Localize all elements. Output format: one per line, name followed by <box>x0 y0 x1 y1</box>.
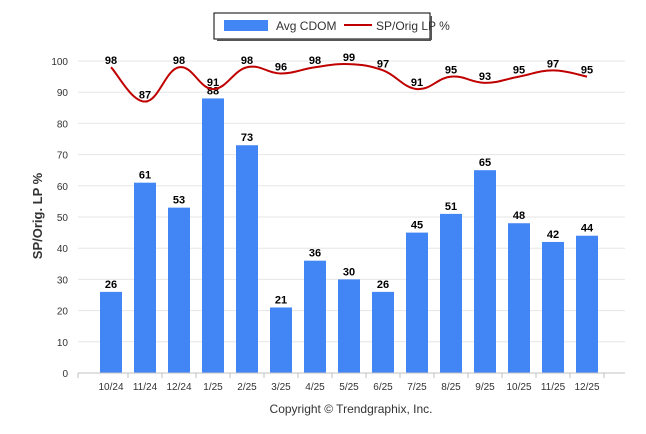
y-tick-label: 40 <box>57 244 69 255</box>
bar-value-label: 42 <box>547 229 559 241</box>
bar[interactable] <box>474 170 496 373</box>
x-tick-label: 3/25 <box>271 382 291 393</box>
line-series <box>110 62 588 103</box>
bar[interactable] <box>576 235 598 373</box>
x-tick-label: 8/25 <box>441 382 461 393</box>
x-tick-label: 11/25 <box>541 382 566 393</box>
line-value-label: 95 <box>581 65 593 77</box>
bar[interactable] <box>542 241 564 373</box>
line-value-label: 98 <box>309 55 321 67</box>
bar[interactable] <box>304 260 326 373</box>
y-axis-ticks: 0 10 20 30 40 50 60 70 80 90 100 <box>51 57 68 380</box>
bar[interactable] <box>236 145 258 373</box>
line-value-label: 95 <box>445 65 457 77</box>
bar-value-label: 44 <box>581 223 594 235</box>
bar-value-label: 36 <box>309 248 321 260</box>
y-tick-label: 100 <box>51 57 68 68</box>
bar[interactable] <box>100 291 122 373</box>
line-value-label: 98 <box>105 55 117 67</box>
bar[interactable] <box>270 307 292 373</box>
line-path[interactable] <box>110 62 588 103</box>
bar-value-label: 73 <box>241 132 253 144</box>
legend-label-line[interactable]: SP/Orig LP % <box>376 19 450 33</box>
bar-value-label: 26 <box>105 279 117 291</box>
x-tick-label: 10/24 <box>98 382 123 393</box>
line-value-label: 98 <box>173 55 185 67</box>
x-tick-label: 11/24 <box>133 382 158 393</box>
bar-value-label: 51 <box>445 201 457 213</box>
y-tick-label: 90 <box>57 88 69 99</box>
y-tick-label: 80 <box>57 119 69 130</box>
bar-series <box>100 98 598 373</box>
line-value-label: 91 <box>411 77 423 89</box>
x-tick-label: 12/24 <box>166 382 191 393</box>
y-tick-label: 10 <box>57 338 69 349</box>
legend-label-bar[interactable]: Avg CDOM <box>276 19 336 33</box>
x-axis-ticks: 10/24 11/24 12/24 1/25 2/25 3/25 4/25 5/25 6/25 7… <box>77 373 605 393</box>
x-tick-label: 9/25 <box>475 382 495 393</box>
y-axis-label: SP/Orig. LP % <box>30 172 45 259</box>
bar[interactable] <box>168 207 190 373</box>
bar[interactable] <box>508 223 530 373</box>
bar[interactable] <box>440 213 462 373</box>
bar-value-label: 26 <box>377 279 389 291</box>
bar-value-label: 45 <box>411 220 423 232</box>
line-value-label: 95 <box>513 65 525 77</box>
x-tick-label: 2/25 <box>237 382 257 393</box>
line-value-label: 87 <box>139 90 151 102</box>
legend-swatch-bar <box>224 20 268 31</box>
x-tick-label: 1/25 <box>203 382 223 393</box>
copyright-credit: Copyright © Trendgraphix, Inc. <box>270 402 433 416</box>
bar-value-label: 30 <box>343 266 355 278</box>
bar[interactable] <box>406 232 428 373</box>
bar-value-label: 65 <box>479 157 491 169</box>
x-tick-label: 10/25 <box>506 382 531 393</box>
bar-value-label: 21 <box>275 294 287 306</box>
x-tick-label: 12/25 <box>574 382 599 393</box>
line-value-label: 97 <box>547 58 559 70</box>
y-tick-label: 0 <box>62 369 68 380</box>
line-value-label: 97 <box>377 58 389 70</box>
line-value-label: 96 <box>275 61 287 73</box>
bar[interactable] <box>202 98 224 373</box>
x-tick-label: 7/25 <box>407 382 427 393</box>
line-value-label: 93 <box>479 71 491 83</box>
line-value-label: 91 <box>207 77 219 89</box>
x-tick-label: 5/25 <box>339 382 359 393</box>
x-tick-label: 6/25 <box>373 382 393 393</box>
bar-value-label: 53 <box>173 195 185 207</box>
line-data-labels: 98 87 98 91 98 96 98 99 97 91 95 93 95 97 95 <box>105 52 593 101</box>
bar-value-label: 48 <box>513 210 525 222</box>
x-tick-label: 4/25 <box>305 382 325 393</box>
y-tick-label: 20 <box>57 307 69 318</box>
bar[interactable] <box>134 182 156 373</box>
y-tick-label: 30 <box>57 275 69 286</box>
bar[interactable] <box>372 291 394 373</box>
line-value-label: 98 <box>241 55 253 67</box>
y-tick-label: 50 <box>57 213 69 224</box>
line-value-label: 99 <box>343 52 355 64</box>
y-tick-label: 60 <box>57 182 69 193</box>
bar[interactable] <box>338 279 360 373</box>
y-tick-label: 70 <box>57 151 69 162</box>
bar-value-label: 61 <box>139 170 151 182</box>
legend[interactable]: Avg CDOM SP/Orig LP % <box>213 12 450 41</box>
